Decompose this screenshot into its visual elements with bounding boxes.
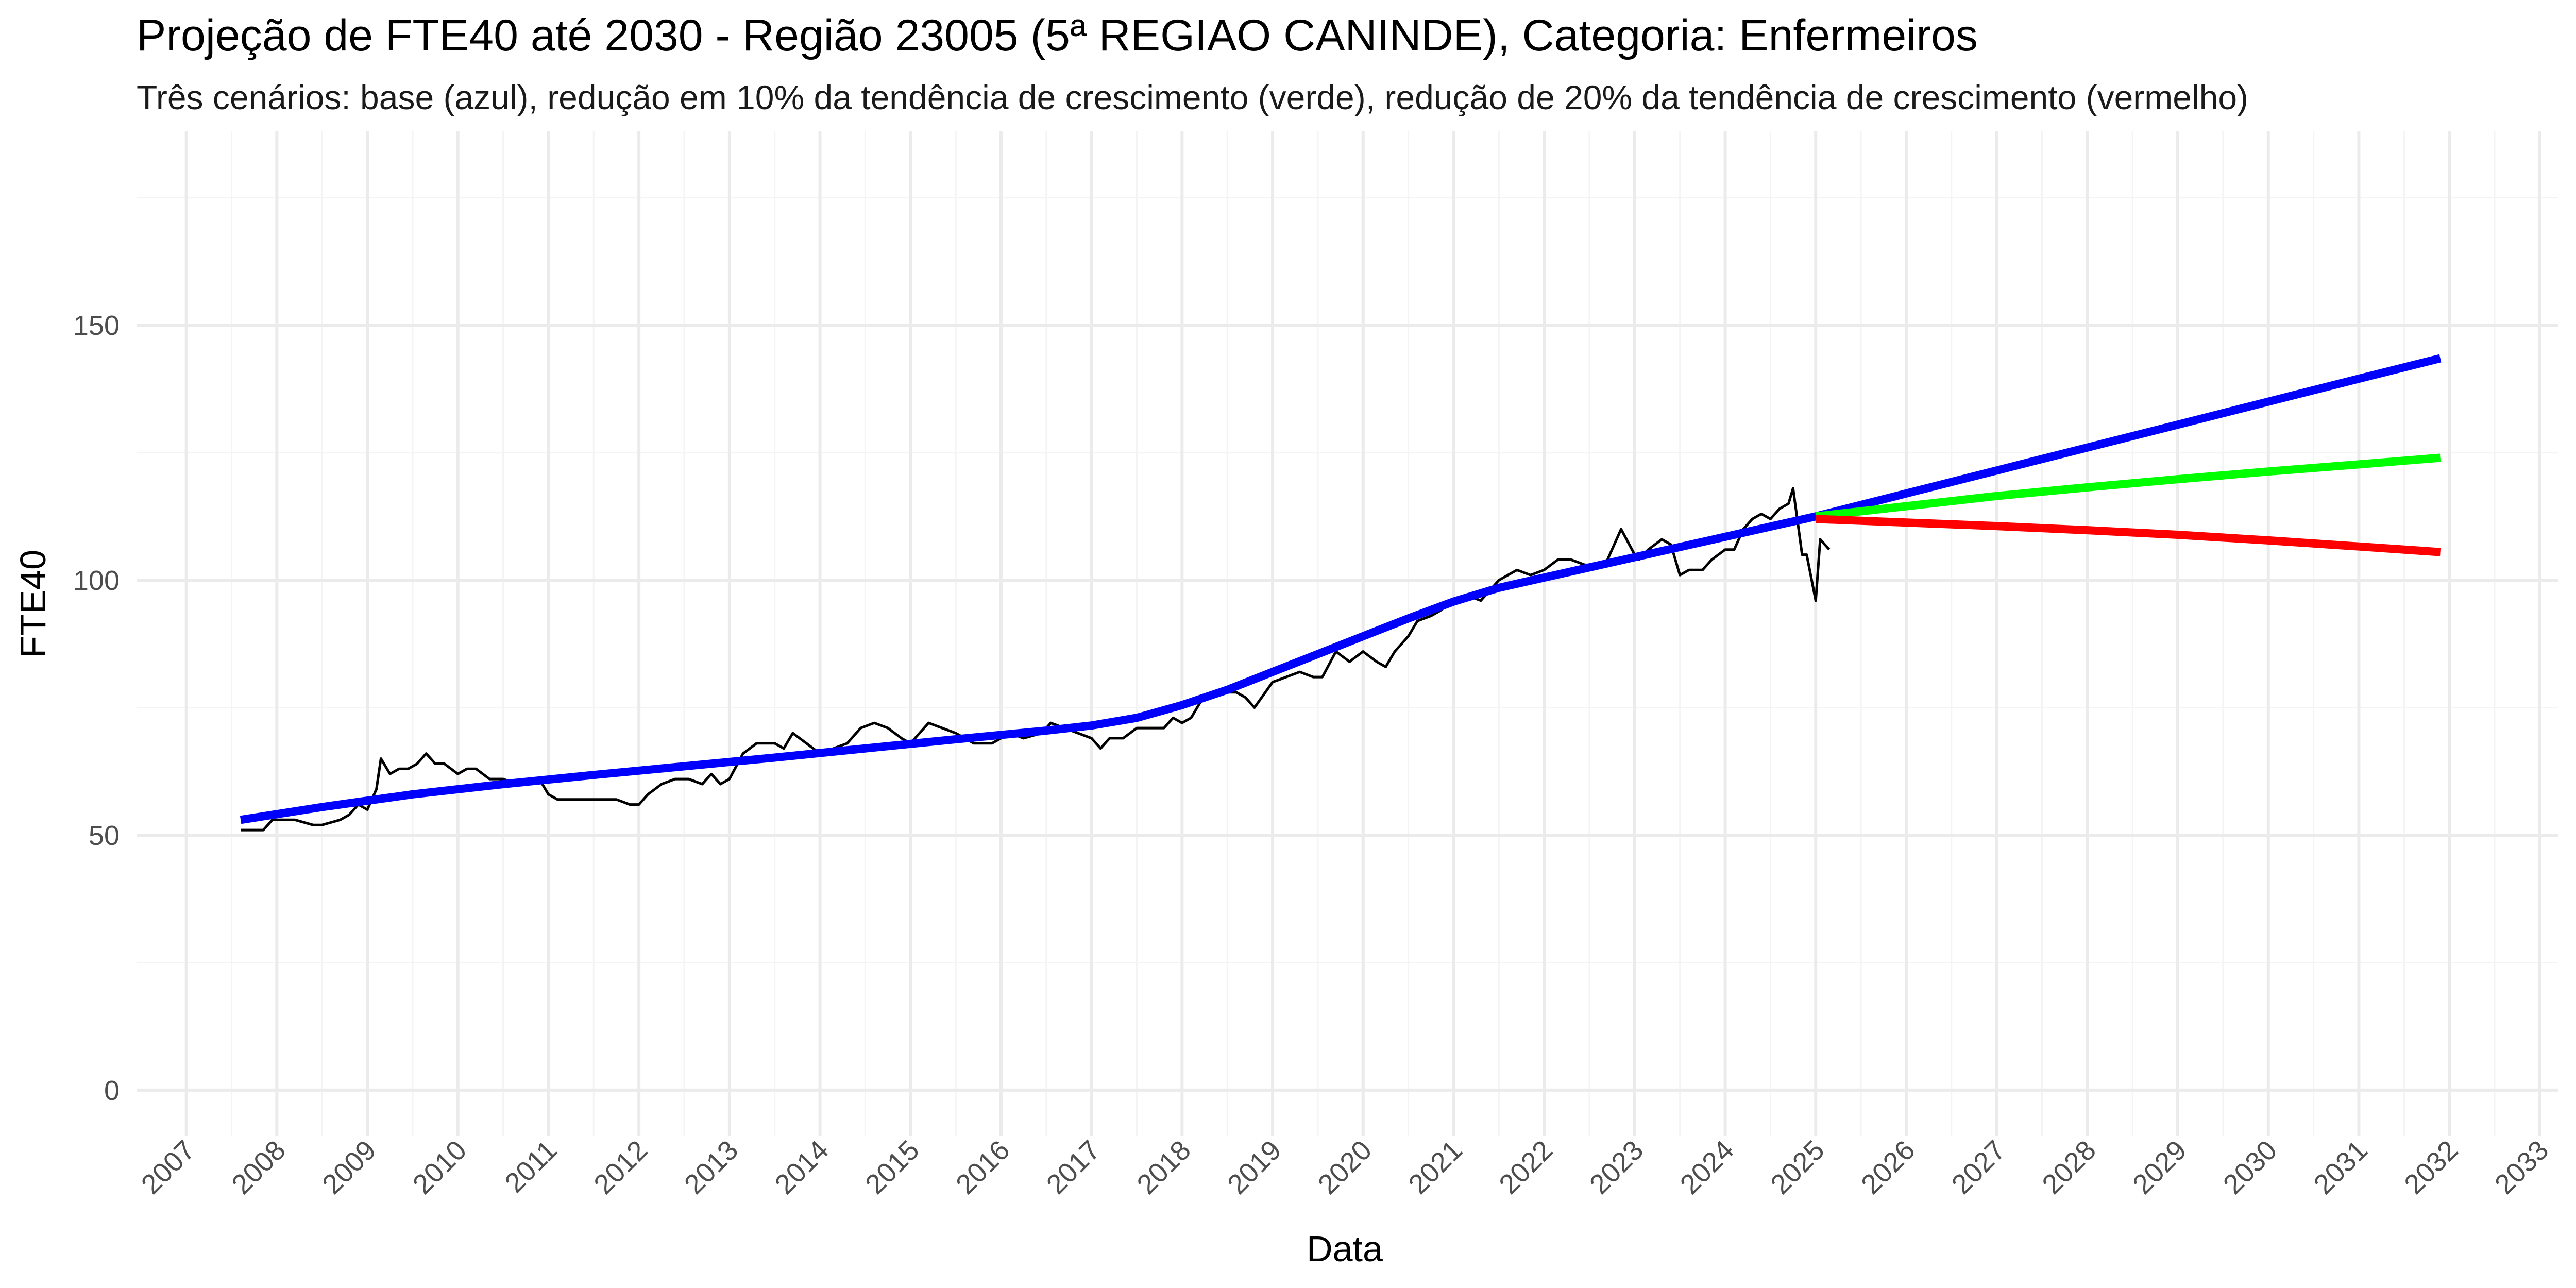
- y-tick-label: 50: [89, 820, 120, 851]
- y-tick-label: 0: [104, 1075, 120, 1106]
- series-lines: [240, 354, 2442, 832]
- chart-title: Projeção de FTE40 até 2030 - Região 2300…: [137, 11, 1978, 60]
- y-axis-tick-labels: 0 50 100 150: [73, 310, 120, 1106]
- series-line-3: [1815, 515, 2441, 556]
- y-tick-label: 100: [73, 565, 120, 596]
- x-axis-title: Data: [1307, 1229, 1383, 1269]
- y-axis-title: FTE40: [13, 550, 53, 658]
- series-line-1: [240, 354, 2442, 824]
- grid: [137, 131, 2558, 1136]
- y-tick-label: 150: [73, 310, 120, 341]
- series-line-0: [241, 487, 1831, 832]
- series-line-2: [1815, 453, 2441, 521]
- chart-subtitle: Três cenários: base (azul), redução em 1…: [137, 78, 2248, 116]
